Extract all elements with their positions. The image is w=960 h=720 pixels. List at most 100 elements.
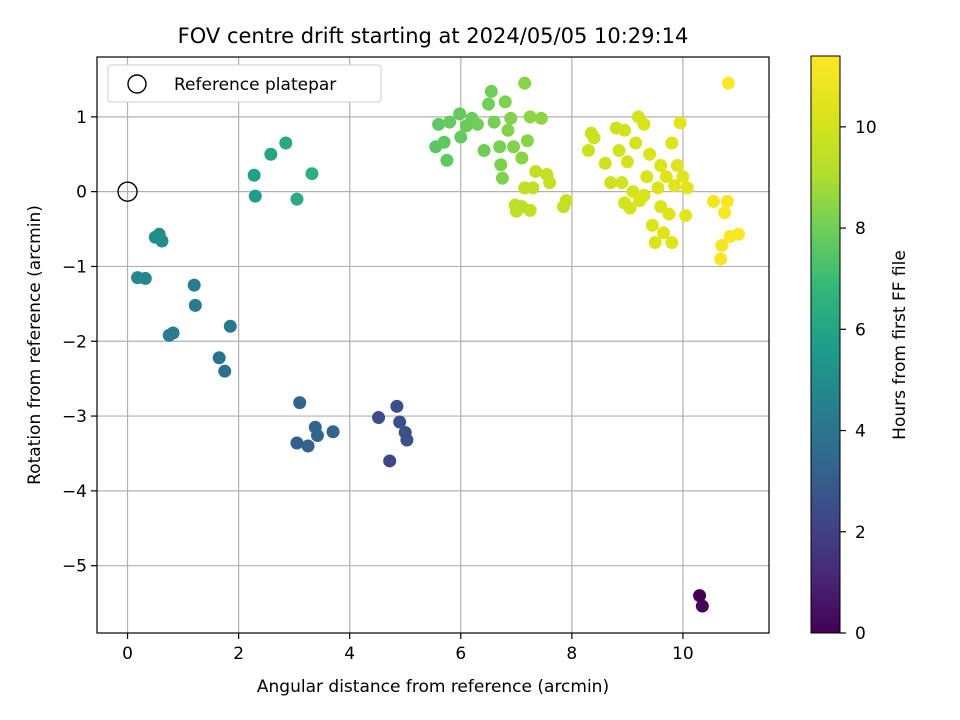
- data-point: [637, 117, 651, 131]
- colorbar-tick-label: 4: [855, 422, 866, 442]
- data-point: [400, 433, 414, 447]
- y-tick-label: −1: [62, 257, 87, 277]
- data-point: [187, 278, 201, 292]
- data-point: [662, 207, 676, 221]
- data-point: [188, 298, 202, 312]
- y-tick-label: −2: [62, 332, 87, 352]
- data-point: [714, 252, 728, 266]
- data-point: [731, 227, 745, 241]
- data-point: [218, 364, 232, 378]
- data-point: [520, 134, 534, 148]
- data-point: [305, 167, 319, 181]
- chart-title: FOV centre drift starting at 2024/05/05 …: [178, 24, 689, 48]
- data-point: [651, 181, 665, 195]
- data-point: [279, 136, 293, 150]
- data-point: [582, 144, 596, 158]
- x-tick-label: 0: [122, 644, 133, 664]
- data-point: [390, 399, 404, 413]
- data-point: [248, 189, 262, 203]
- data-point: [290, 192, 304, 206]
- y-tick-label: −3: [62, 407, 87, 427]
- data-point: [656, 226, 670, 240]
- legend-box: [107, 64, 382, 103]
- legend-label: Reference platepar: [174, 75, 336, 95]
- x-tick-label: 8: [566, 644, 577, 664]
- data-point: [495, 171, 509, 185]
- data-point: [587, 131, 601, 145]
- data-point: [645, 218, 659, 232]
- data-point: [383, 454, 397, 468]
- data-point: [715, 239, 729, 253]
- data-point: [673, 116, 687, 130]
- data-point: [543, 176, 557, 190]
- data-point: [504, 111, 518, 125]
- plot-frame: [96, 56, 770, 634]
- data-points: [117, 76, 745, 613]
- data-point: [693, 589, 707, 603]
- data-point: [453, 107, 467, 121]
- y-axis-label: Rotation from reference (arcmin): [25, 205, 45, 485]
- data-point: [529, 164, 543, 178]
- data-point: [679, 209, 693, 223]
- data-point: [487, 115, 501, 129]
- data-point: [393, 415, 407, 429]
- data-point: [437, 135, 451, 149]
- data-point: [680, 181, 694, 195]
- data-point: [637, 188, 651, 202]
- data-point: [604, 176, 618, 190]
- data-point: [618, 123, 632, 137]
- x-tick-label: 4: [344, 644, 355, 664]
- colorbar-tick-label: 0: [855, 624, 866, 644]
- data-point: [523, 110, 537, 124]
- y-tick-label: −5: [62, 557, 87, 577]
- data-point: [166, 326, 180, 340]
- data-point: [615, 176, 629, 190]
- data-point: [648, 236, 662, 250]
- colorbar-tick-label: 8: [855, 219, 866, 239]
- data-point: [559, 194, 573, 208]
- data-point: [526, 181, 540, 195]
- y-axis-ticks: −5 −4 −3 −2 −1 0 1: [62, 108, 97, 577]
- reference-platepar-marker: [117, 181, 138, 202]
- data-point: [515, 151, 529, 165]
- x-axis-ticks: 0 2 4 6 8 10: [122, 633, 694, 664]
- data-point: [326, 425, 340, 439]
- data-point: [493, 140, 507, 154]
- data-point: [440, 153, 454, 167]
- data-point: [301, 439, 315, 453]
- data-point: [718, 206, 732, 220]
- data-point: [247, 168, 261, 182]
- data-point: [293, 396, 307, 410]
- x-tick-label: 6: [455, 644, 466, 664]
- data-point: [432, 117, 446, 131]
- data-point: [310, 429, 324, 443]
- data-point: [484, 84, 498, 98]
- data-point: [629, 136, 643, 150]
- y-tick-label: 1: [76, 108, 87, 128]
- colorbar: [810, 55, 841, 634]
- data-point: [643, 147, 657, 161]
- data-point: [501, 123, 515, 137]
- data-point: [443, 115, 457, 129]
- data-point: [665, 136, 679, 150]
- colorbar-tick-label: 2: [855, 523, 866, 543]
- data-point: [706, 194, 720, 208]
- data-point: [665, 236, 679, 250]
- data-point: [721, 76, 735, 90]
- y-tick-label: 0: [76, 183, 87, 203]
- data-point: [618, 196, 632, 210]
- data-point: [155, 234, 169, 248]
- colorbar-tick-label: 10: [855, 118, 877, 138]
- legend: Reference platepar: [107, 64, 382, 103]
- x-tick-label: 10: [672, 644, 694, 664]
- x-tick-label: 2: [233, 644, 244, 664]
- data-point: [498, 95, 512, 109]
- x-axis-label: Angular distance from reference (arcmin): [257, 677, 609, 697]
- data-point: [668, 179, 682, 193]
- data-point: [454, 130, 468, 144]
- grid: [97, 57, 769, 633]
- colorbar-tick-label: 6: [855, 320, 866, 340]
- data-point: [534, 111, 548, 125]
- data-point: [223, 319, 237, 333]
